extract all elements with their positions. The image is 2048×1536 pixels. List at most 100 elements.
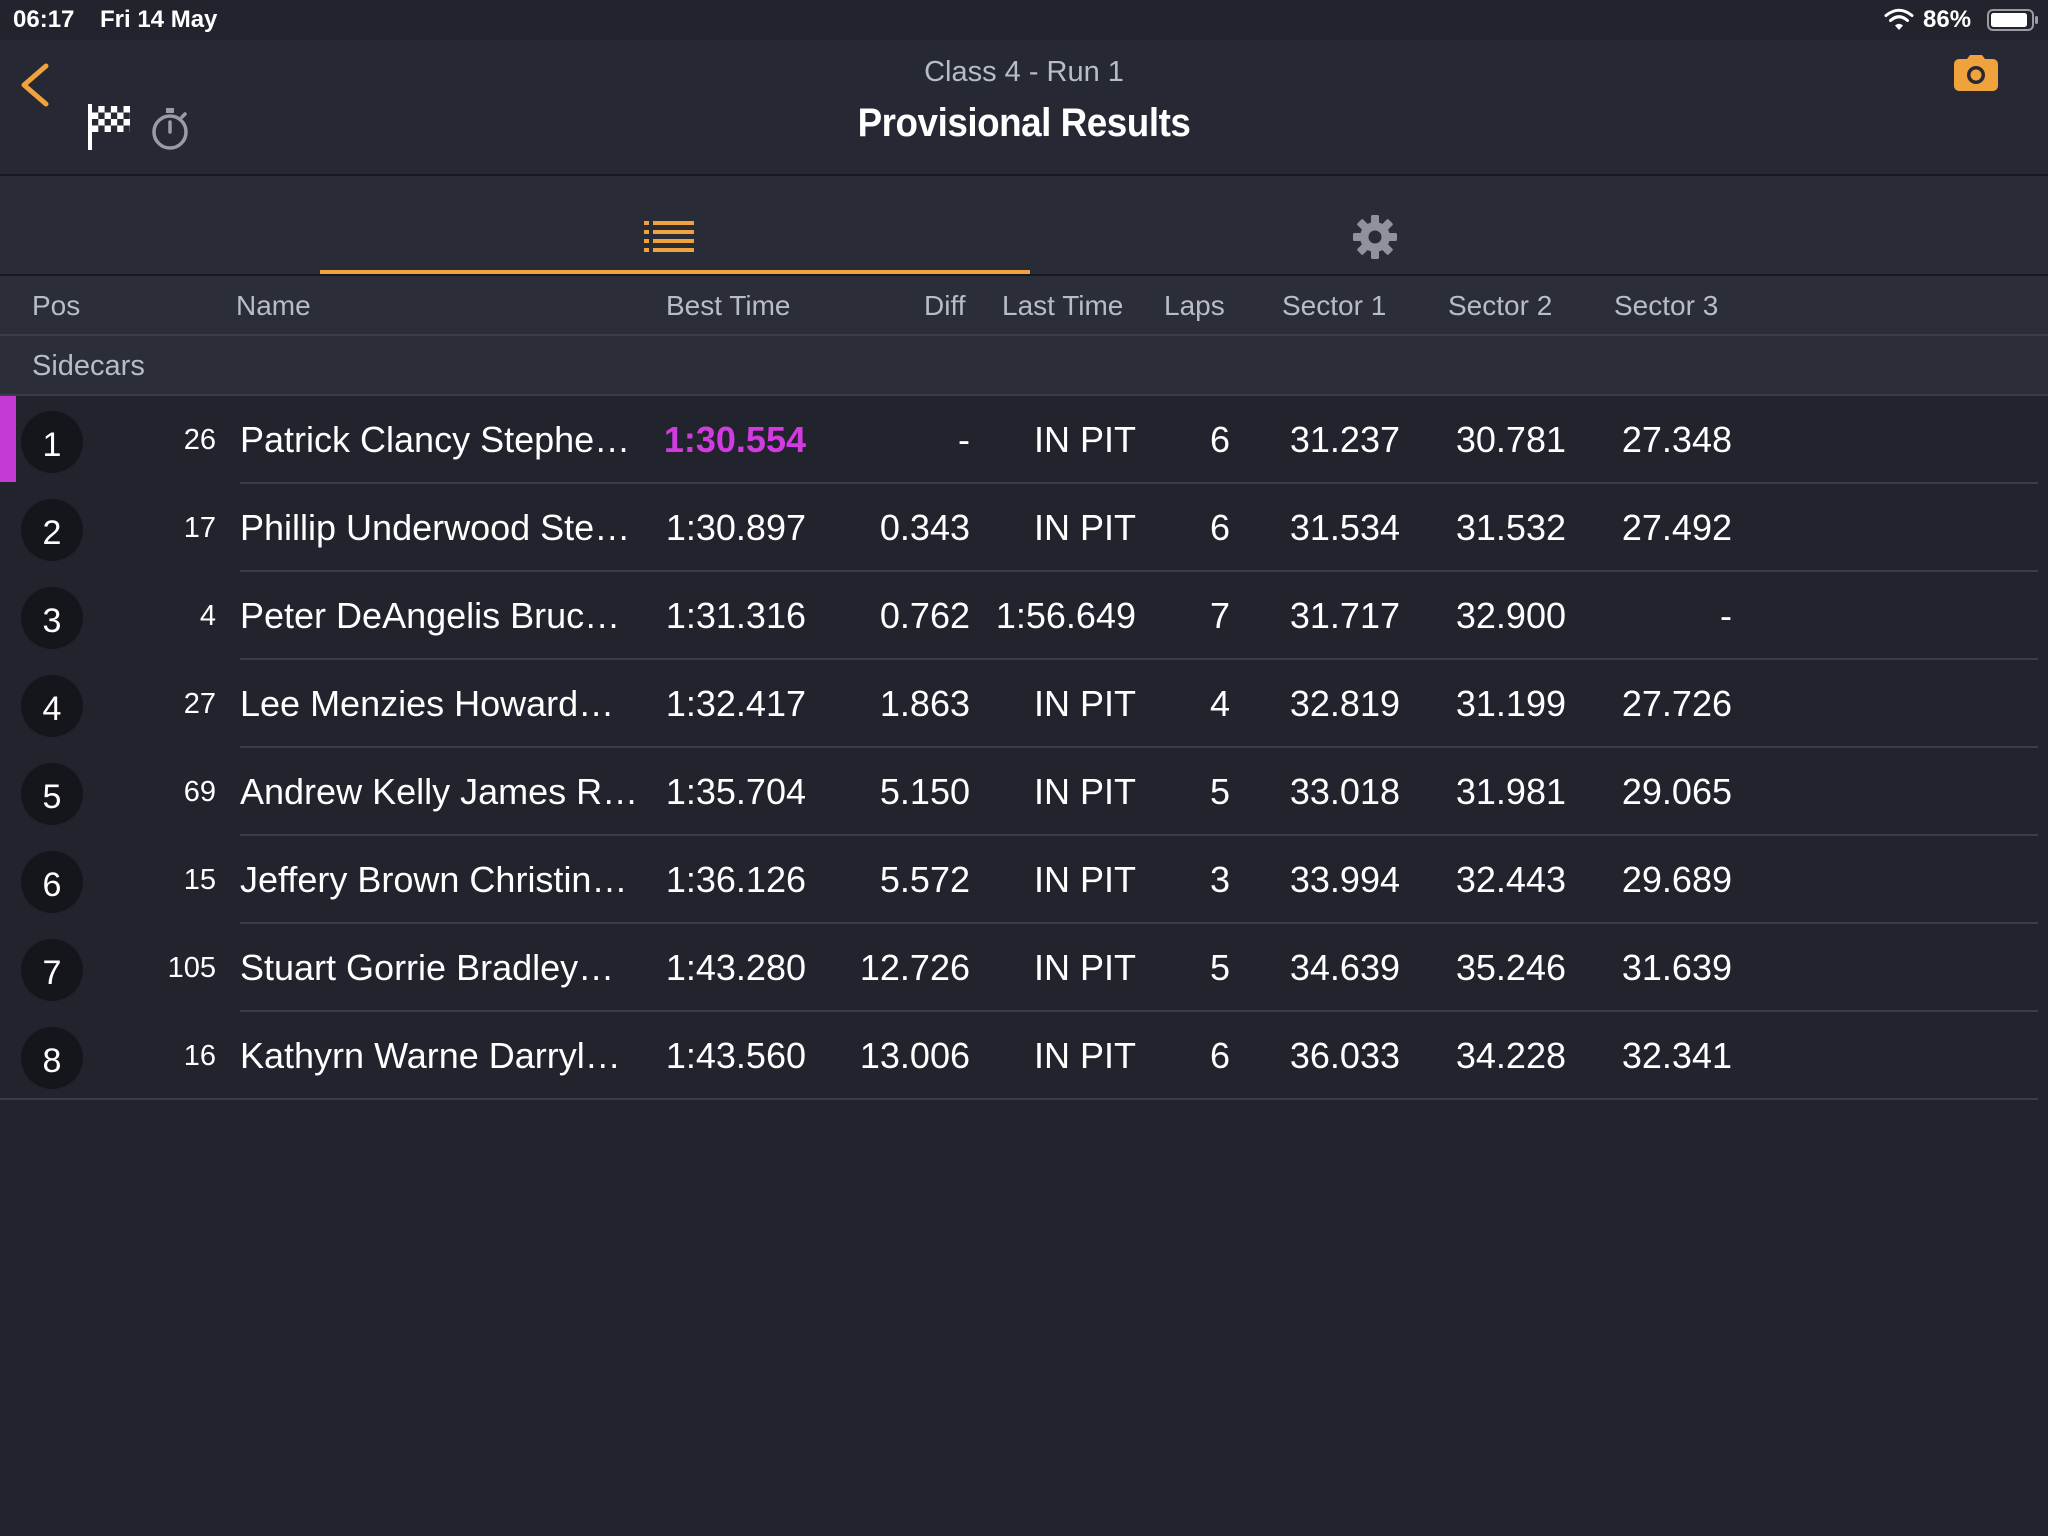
sector-3: 31.639 (1621, 947, 1732, 988)
row-divider (240, 570, 2038, 572)
gear-icon (1353, 215, 1397, 259)
competitor-name: Phillip Underwood Ste… (240, 507, 631, 548)
page-title: Provisional Results (857, 101, 1191, 145)
position-badge: 4 (21, 675, 83, 737)
status-time: 06:17 (13, 6, 75, 33)
laps: 7 (1209, 595, 1230, 636)
sector-2: 31.981 (1455, 771, 1566, 812)
last-time: IN PIT (1033, 859, 1136, 900)
table-row[interactable]: 2 17 Phillip Underwood Ste… 1:30.897 0.3… (0, 484, 2048, 572)
position-badge: 6 (21, 851, 83, 913)
best-time: 1:43.560 (665, 1035, 806, 1076)
last-time: IN PIT (1033, 419, 1136, 460)
tab-bar (0, 176, 2048, 276)
sector-1: 36.033 (1289, 1035, 1400, 1076)
diff: 5.150 (879, 771, 970, 812)
column-header-last-time[interactable]: Last Time (1002, 290, 1124, 321)
diff: 0.343 (879, 507, 970, 548)
column-header-sector-2[interactable]: Sector 2 (1448, 290, 1553, 321)
sector-3: 32.341 (1621, 1035, 1732, 1076)
diff: 5.572 (879, 859, 970, 900)
best-time: 1:31.316 (665, 595, 806, 636)
table-row[interactable]: 8 16 Kathyrn Warne Darryl… 1:43.560 13.0… (0, 1012, 2048, 1100)
laps: 3 (1209, 859, 1230, 900)
last-time: IN PIT (1033, 683, 1136, 724)
sector-1: 32.819 (1289, 683, 1400, 724)
sector-2: 35.246 (1455, 947, 1566, 988)
position-badge: 5 (21, 763, 83, 825)
camera-icon[interactable] (1953, 54, 1999, 94)
sector-3: 27.348 (1621, 419, 1732, 460)
position-number: 5 (42, 778, 62, 816)
column-header-sector-1[interactable]: Sector 1 (1282, 290, 1387, 321)
position-number: 2 (42, 514, 62, 552)
laps: 4 (1209, 683, 1230, 724)
sector-1: 33.994 (1289, 859, 1400, 900)
best-time: 1:32.417 (665, 683, 806, 724)
laps: 5 (1209, 771, 1230, 812)
competitor-number: 15 (183, 864, 216, 896)
sector-2: 30.781 (1455, 419, 1566, 460)
diff: 13.006 (859, 1035, 970, 1076)
competitor-name: Lee Menzies Howard… (240, 683, 615, 724)
table-row[interactable]: 1 26 Patrick Clancy Stephe… 1:30.554 - I… (0, 396, 2048, 484)
best-time: 1:30.897 (665, 507, 806, 548)
competitor-number: 4 (199, 600, 216, 632)
table-row[interactable]: 5 69 Andrew Kelly James R… 1:35.704 5.15… (0, 748, 2048, 836)
column-header-laps[interactable]: Laps (1164, 290, 1225, 321)
tab-results-list[interactable] (320, 176, 1030, 274)
column-header-best-time[interactable]: Best Time (666, 290, 791, 321)
best-time: 1:36.126 (665, 859, 806, 900)
table-row[interactable]: 3 4 Peter DeAngelis Bruce… 1:31.316 0.76… (0, 572, 2048, 660)
competitor-number: 16 (183, 1040, 216, 1072)
sector-1: 33.018 (1289, 771, 1400, 812)
competitor-name: Peter DeAngelis Bruce… (240, 595, 640, 636)
laps: 6 (1209, 507, 1230, 548)
position-number: 4 (42, 690, 62, 728)
best-time: 1:35.704 (665, 771, 806, 812)
checkered-flag-icon[interactable] (86, 102, 132, 152)
tab-settings[interactable] (1030, 176, 1720, 274)
battery-icon (1987, 9, 2038, 31)
column-header-name[interactable]: Name (236, 290, 311, 321)
last-time: IN PIT (1033, 1035, 1136, 1076)
column-header-diff[interactable]: Diff (924, 290, 966, 321)
row-divider (240, 746, 2038, 748)
battery-percent: 86% (1923, 6, 1972, 33)
table-row[interactable]: 7 105 Stuart Gorrie Bradley… 1:43.280 12… (0, 924, 2048, 1012)
sector-3: 27.492 (1621, 507, 1732, 548)
row-divider (240, 658, 2038, 660)
sector-2: 31.199 (1455, 683, 1566, 724)
last-time: IN PIT (1033, 947, 1136, 988)
list-icon (644, 221, 694, 252)
competitor-name: Andrew Kelly James R… (240, 771, 639, 812)
column-header-pos[interactable]: Pos (32, 290, 81, 321)
sector-1: 31.534 (1289, 507, 1400, 548)
status-date: Fri 14 May (100, 6, 218, 33)
table-row[interactable]: 4 27 Lee Menzies Howard… 1:32.417 1.863 … (0, 660, 2048, 748)
diff: - (958, 419, 970, 460)
sector-2: 32.900 (1455, 595, 1566, 636)
competitor-number: 105 (167, 952, 216, 984)
tab-selected-indicator (320, 270, 1030, 274)
column-header-sector-3[interactable]: Sector 3 (1614, 290, 1719, 321)
results-table: 1 26 Patrick Clancy Stephe… 1:30.554 - I… (0, 396, 2048, 1100)
competitor-name: Patrick Clancy Stephe… (240, 419, 631, 460)
wifi-icon (1884, 8, 1914, 30)
back-chevron-icon[interactable] (16, 60, 56, 120)
position-number: 7 (42, 954, 62, 992)
position-badge: 2 (21, 499, 83, 561)
diff: 12.726 (859, 947, 970, 988)
stopwatch-icon[interactable] (150, 106, 190, 152)
competitor-number: 27 (183, 688, 216, 720)
position-badge: 7 (21, 939, 83, 1001)
competitor-name: Stuart Gorrie Bradley… (240, 947, 615, 988)
row-divider (240, 482, 2038, 484)
status-bar: 06:17 Fri 14 May 86% (0, 0, 2048, 40)
table-row[interactable]: 6 15 Jeffery Brown Christin… 1:36.126 5.… (0, 836, 2048, 924)
competitor-number: 17 (183, 512, 216, 544)
laps: 5 (1209, 947, 1230, 988)
position-number: 8 (42, 1042, 62, 1080)
best-time: 1:30.554 (663, 419, 806, 460)
sector-2: 32.443 (1455, 859, 1566, 900)
